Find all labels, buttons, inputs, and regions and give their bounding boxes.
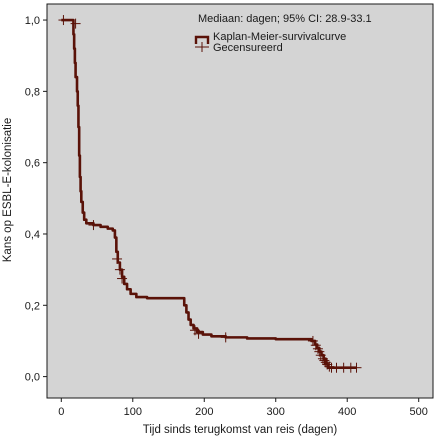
- survival-curve-line: [61, 18, 357, 369]
- x-tick-label: 400: [338, 406, 356, 418]
- censor-mark: [70, 18, 81, 29]
- censor-marks: [58, 15, 362, 373]
- x-axis-title: Tijd sinds terugkomst van reis (dagen): [143, 424, 338, 436]
- x-tick-label: 500: [410, 406, 428, 418]
- legend-series-label: Kaplan-Meier-survivalcurve: [213, 31, 346, 43]
- y-axis: 0,0 0,2 0,4 0,6 0,8 1,0: [25, 15, 47, 384]
- y-tick-label: 0,2: [25, 300, 40, 312]
- y-tick-label: 1,0: [25, 15, 40, 27]
- x-tick-label: 100: [124, 406, 142, 418]
- censor-mark: [351, 362, 362, 373]
- legend: Kaplan-Meier-survivalcurve Gecensureerd: [194, 31, 346, 54]
- censor-mark: [58, 15, 69, 26]
- x-tick-label: 0: [58, 406, 64, 418]
- series-layer: [61, 18, 357, 369]
- y-axis-title: Kans op ESBL-E-kolonisatie: [2, 118, 14, 262]
- plot-background: [46, 3, 434, 399]
- censor-mark: [112, 253, 123, 264]
- censor-mark: [324, 361, 335, 372]
- x-tick-label: 300: [267, 406, 285, 418]
- censor-mark: [193, 328, 204, 339]
- y-tick-label: 0,0: [25, 372, 40, 384]
- legend-censor-label: Gecensureerd: [213, 42, 283, 54]
- y-tick-label: 0,6: [25, 158, 40, 170]
- censor-mark: [220, 332, 231, 343]
- censor-mark: [88, 220, 99, 231]
- legend-series-swatch: [194, 35, 210, 44]
- y-tick-label: 0,4: [25, 229, 40, 241]
- y-tick-label: 0,8: [25, 86, 40, 98]
- x-tick-label: 200: [195, 406, 213, 418]
- chart-annotation: Mediaan: dagen; 95% CI: 28.9-33.1: [198, 13, 372, 25]
- censor-mark: [117, 273, 128, 284]
- x-axis: 0 100 200 300 400 500: [58, 398, 428, 418]
- censor-mark: [114, 264, 125, 275]
